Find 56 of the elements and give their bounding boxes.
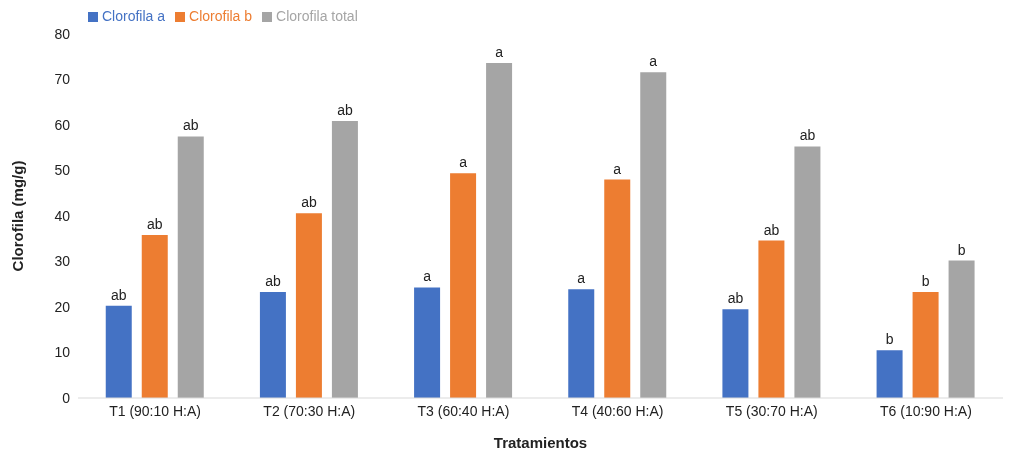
y-tick-label: 10 [54,344,71,361]
bar [640,72,667,398]
y-axis-title: Clorofila (mg/g) [9,160,27,272]
bar [758,240,785,398]
data-label: a [423,268,432,285]
bar [604,179,631,398]
bar [295,213,322,398]
y-tick-label: 30 [54,253,71,270]
y-tick-label: 60 [54,116,71,133]
y-tick-label: 70 [54,71,71,88]
data-label: ab [799,127,816,144]
bar [568,289,595,398]
bar [912,291,939,398]
bar [259,291,286,398]
data-label: ab [265,272,281,289]
data-label: b [957,241,966,258]
legend-label: Clorofila total [276,8,358,24]
bar [177,136,204,398]
legend-label: Clorofila b [189,8,253,24]
x-tick-label: T1 (90:10 H:A) [109,402,201,419]
y-tick-label: 0 [62,389,71,406]
bar [948,260,975,398]
data-label: ab [182,117,199,134]
legend-label: Clorofila a [102,8,166,24]
y-tick-label: 40 [54,207,71,224]
bar [141,235,168,398]
x-tick-label: T2 (70:30 H:A) [263,402,356,419]
bar [722,309,749,398]
x-tick-label: T6 (10:90 H:A) [880,402,972,419]
data-label: a [495,44,504,61]
data-label: a [577,270,586,287]
data-label: ab [301,194,317,211]
y-tick-label: 50 [54,162,71,179]
bar [331,120,358,398]
bar [450,173,477,398]
bar [486,63,513,398]
data-label: ab [146,216,163,233]
data-label: a [613,160,622,177]
y-tick-label: 20 [54,298,71,315]
x-tick-label: T5 (30:70 H:A) [725,402,818,419]
bar [794,146,821,398]
data-label: b [921,272,930,289]
bar [105,305,132,398]
data-label: ab [337,101,353,118]
data-label: a [459,154,468,171]
data-label: ab [727,290,744,307]
bar [876,350,903,398]
y-tick-label: 80 [54,25,71,42]
x-tick-label: T3 (60:40 H:A) [417,402,510,419]
x-axis-title: Tratamientos [493,434,588,451]
data-label: ab [110,286,127,303]
data-label: a [649,53,658,70]
data-label: ab [763,221,780,238]
x-tick-label: T4 (40:60 H:A) [571,402,664,419]
bar [414,287,441,398]
data-label: b [885,331,894,348]
